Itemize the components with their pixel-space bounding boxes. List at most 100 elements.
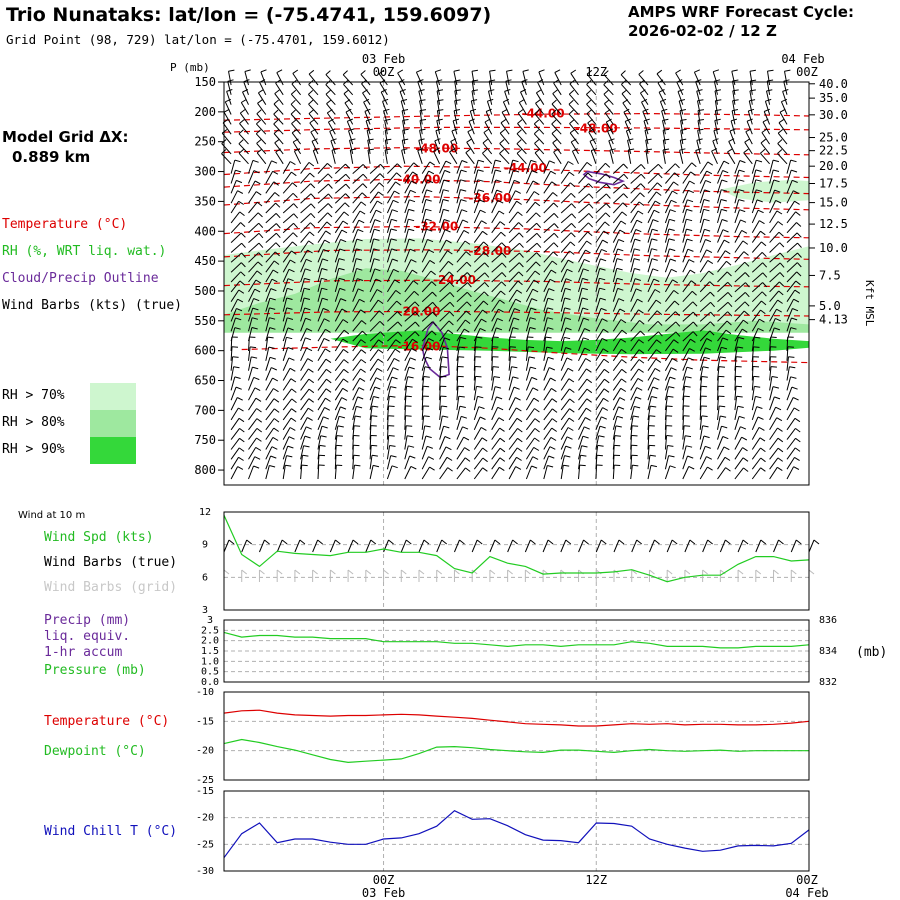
wind-barb-flag [721,189,728,192]
wind-barb-staff [717,271,728,283]
wind-barb-flag [719,356,726,359]
wind-barb-flag [359,377,366,382]
wind-barb-flag [356,268,363,271]
wind-barb-staff [717,320,728,332]
wind-barb-flag [373,238,380,241]
wind-barb-staff [662,140,666,154]
legend-rh90-swatch [90,437,136,464]
pressure-tick-label: 500 [194,284,216,298]
wind-barb-flag [601,318,608,322]
wind-barb-flag [738,336,745,340]
wind-barb-flag [441,405,448,408]
wind-barb-staff [473,282,486,293]
wind-barb-staff [325,74,336,86]
wind-barb-staff [578,222,589,234]
wind-barb-staff [786,366,790,381]
wind-barb-staff [273,113,284,125]
wind-barb-staff [630,368,640,381]
wind-barb-staff [334,258,340,273]
wind-barb-staff [624,121,632,135]
wind-barb-flag [271,367,277,371]
wind-barb-flag [536,89,542,94]
wind-barb-staff [317,212,328,224]
wind-barb-staff [508,159,514,174]
label-temperature: Temperature (°C) [44,714,170,729]
wind-barb-flag [499,466,505,472]
wind-barb-flag [640,330,646,336]
wind-barb-flag [275,232,281,239]
wind-barb-flag [450,138,457,142]
wind-barb-flag [516,407,522,412]
wind-barb-staff [734,272,746,283]
wind-barb-staff [595,318,603,332]
wind-barb-flag [402,119,409,121]
wind-barb-flag [273,260,280,265]
wind-barb-staff [259,82,267,96]
wind-barb-flag [743,467,749,472]
wind-barb-staff [526,242,538,253]
wind-barb-staff [578,455,581,470]
wind-barb-staff [491,318,498,332]
wind-barb-flag [725,329,732,335]
wind-barb-staff [230,242,242,253]
wind-barb-staff [491,252,503,263]
wind-barb-flag [308,388,315,394]
wind-barb-staff [238,133,249,145]
wind-barb-flag [777,149,783,154]
wind-barb-staff [603,74,614,86]
wind-barb-staff [682,425,685,440]
wind-barb-flag [650,464,657,468]
wind-barb-flag [553,202,559,208]
wind-barb-flag [685,435,692,438]
wind-barb-staff [436,120,441,135]
sfc-wind-barb [223,539,230,553]
wind-barb-staff [508,376,514,391]
wind-barb-staff [714,90,718,105]
wind-barb-staff [317,445,321,460]
wind-barb-staff [664,435,668,450]
wind-barb-flag [584,426,590,430]
wind-barb-staff [612,319,622,332]
wind-barb-flag [257,99,263,104]
wind-barb-staff [508,211,519,224]
wind-barb-flag [644,128,652,131]
wind-barb-flag [758,426,765,431]
sfc-wind-barb [666,539,673,553]
wind-barb-staff [311,141,319,155]
wind-barb-flag [551,418,558,423]
wind-barb-flag [273,109,279,115]
wind-barb-flag [553,148,559,153]
wind-barb-flag [606,193,611,199]
wind-barb-staff [664,258,671,273]
wind-barb-flag [516,149,522,154]
wind-barb-flag [764,108,770,112]
wind-barb-staff [734,251,745,263]
wind-barb-staff [786,386,793,401]
wind-barb-flag [251,356,258,359]
wind-barb-staff [769,366,772,381]
wind-barb-flag [461,415,468,419]
wind-barb-flag [745,128,752,133]
wind-barb-flag [257,212,263,218]
wind-barb-flag [550,377,556,382]
wind-barb-staff [543,192,554,204]
wind-barb-flag [251,327,258,330]
wind-barb-staff [586,84,597,96]
wind-barb-staff [404,280,414,293]
wind-barb-flag [407,435,414,438]
wind-barb-staff [248,465,254,480]
wind-barb-flag [795,211,801,216]
wind-barb-flag [481,220,487,225]
wind-barb-staff [769,290,780,303]
wind-barb-staff [386,219,392,233]
grid-wind-barb-flag [241,569,248,575]
wind-barb-staff [300,388,310,401]
wind-barb-staff [508,242,520,253]
wind-barb-staff [434,71,441,86]
wind-barb-staff [679,110,684,125]
label-pressure-unit: (mb) [856,645,888,660]
wind-barb-staff [421,347,428,361]
wind-barb-staff [543,269,552,283]
wind-barb-staff [647,435,650,450]
wind-barb-staff [300,426,307,440]
